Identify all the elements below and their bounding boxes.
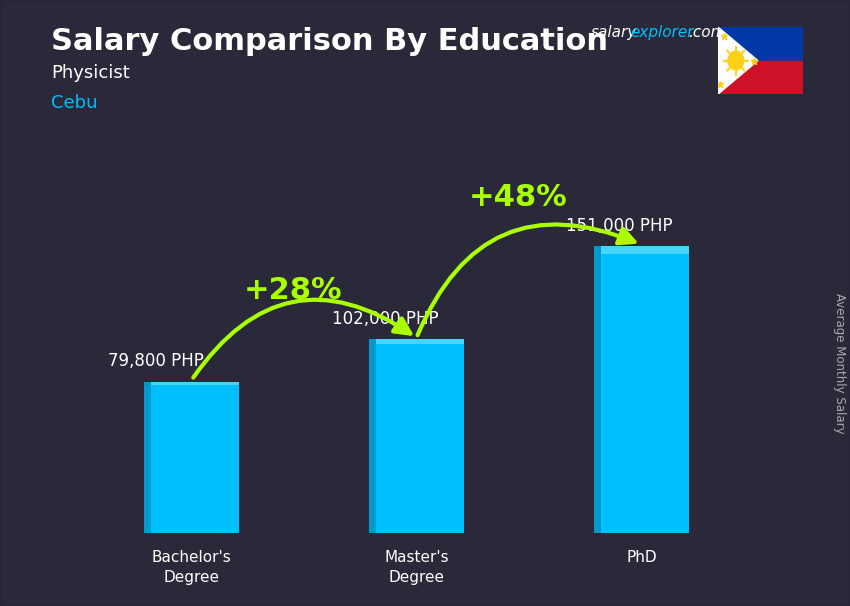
Text: 102,000 PHP: 102,000 PHP — [332, 310, 439, 328]
Text: explorer: explorer — [631, 25, 694, 41]
Bar — [594, 247, 688, 533]
Text: 79,800 PHP: 79,800 PHP — [108, 352, 204, 370]
Text: +48%: +48% — [468, 182, 567, 211]
Bar — [369, 339, 464, 533]
Bar — [594, 247, 688, 253]
Circle shape — [728, 52, 744, 70]
Text: Cebu: Cebu — [51, 94, 98, 112]
Polygon shape — [718, 27, 758, 94]
Text: 151,000 PHP: 151,000 PHP — [565, 217, 672, 235]
Bar — [718, 27, 803, 61]
Text: salary: salary — [591, 25, 637, 41]
Bar — [144, 382, 151, 533]
Text: Average Monthly Salary: Average Monthly Salary — [833, 293, 846, 434]
Bar — [144, 382, 239, 533]
Text: .com: .com — [688, 25, 726, 41]
Bar — [369, 339, 376, 533]
Text: Salary Comparison By Education: Salary Comparison By Education — [51, 27, 608, 56]
Bar — [369, 339, 464, 344]
Bar — [594, 247, 601, 533]
Text: Physicist: Physicist — [51, 64, 130, 82]
Bar — [718, 61, 803, 94]
Text: +28%: +28% — [244, 276, 343, 305]
Bar — [144, 382, 239, 385]
